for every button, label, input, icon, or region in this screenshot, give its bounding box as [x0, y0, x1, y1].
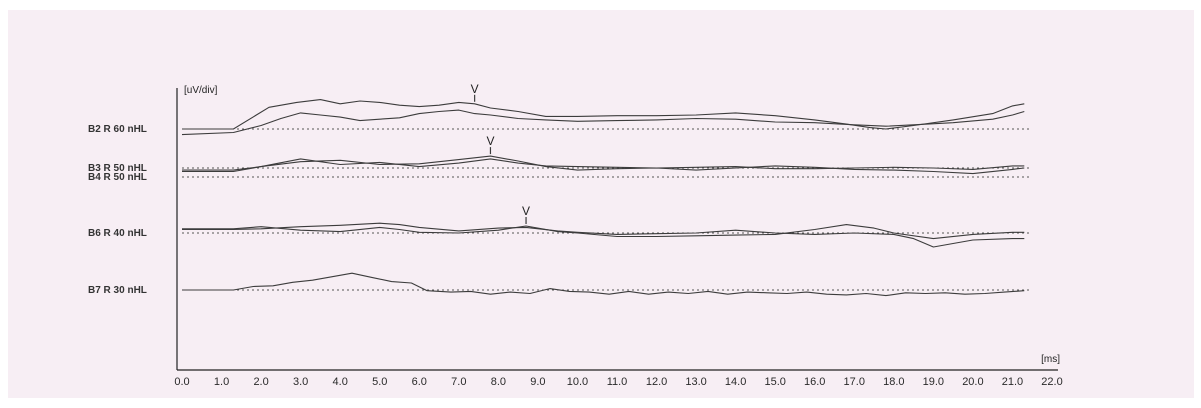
- x-tick-label: 22.0: [1041, 376, 1062, 388]
- trace-label: B7 R 30 nHL: [88, 285, 147, 296]
- x-tick-label: 4.0: [333, 376, 348, 388]
- x-tick-label: 12.0: [646, 376, 667, 388]
- x-tick-label: 6.0: [412, 376, 427, 388]
- x-tick-label: 2.0: [253, 376, 268, 388]
- x-tick-label: 21.0: [1002, 376, 1023, 388]
- x-tick-label: 3.0: [293, 376, 308, 388]
- x-tick-label: 8.0: [491, 376, 506, 388]
- waveform-series: [182, 155, 1025, 175]
- x-tick-label: 18.0: [883, 376, 904, 388]
- x-tick-label: 0.0: [174, 376, 189, 388]
- x-axis-label: [ms]: [1041, 354, 1060, 365]
- waveform-series: [182, 158, 1025, 173]
- peak-label: V: [522, 204, 530, 218]
- x-tick-label: 14.0: [725, 376, 746, 388]
- waveform-series: [182, 99, 1025, 130]
- trace-label: B2 R 60 nHL: [88, 124, 147, 135]
- waveform-series: [182, 222, 1025, 248]
- x-tick-label: 13.0: [685, 376, 706, 388]
- x-tick-label: 16.0: [804, 376, 825, 388]
- peak-label: V: [486, 134, 494, 148]
- trace-label: B3 R 50 nHL: [88, 163, 147, 174]
- x-tick-label: 11.0: [607, 376, 628, 388]
- waveform-series: [181, 109, 1025, 136]
- x-tick-label: 10.0: [567, 376, 588, 388]
- y-axis-label: [uV/div]: [184, 85, 218, 96]
- peak-label: V: [471, 82, 479, 96]
- x-tick-label: 9.0: [530, 376, 545, 388]
- x-tick-label: 19.0: [923, 376, 944, 388]
- x-tick-label: 5.0: [372, 376, 387, 388]
- trace-label: B4 R 50 nHL: [88, 172, 147, 183]
- waveform-series: [182, 272, 1025, 297]
- x-tick-label: 7.0: [451, 376, 466, 388]
- x-tick-label: 17.0: [844, 376, 865, 388]
- waveform-series: [182, 224, 1025, 240]
- trace-label: B6 R 40 nHL: [88, 228, 147, 239]
- x-tick-label: 1.0: [214, 376, 229, 388]
- x-tick-label: 20.0: [962, 376, 983, 388]
- abr-waveform-panel: [8, 10, 1194, 398]
- x-tick-label: 15.0: [764, 376, 785, 388]
